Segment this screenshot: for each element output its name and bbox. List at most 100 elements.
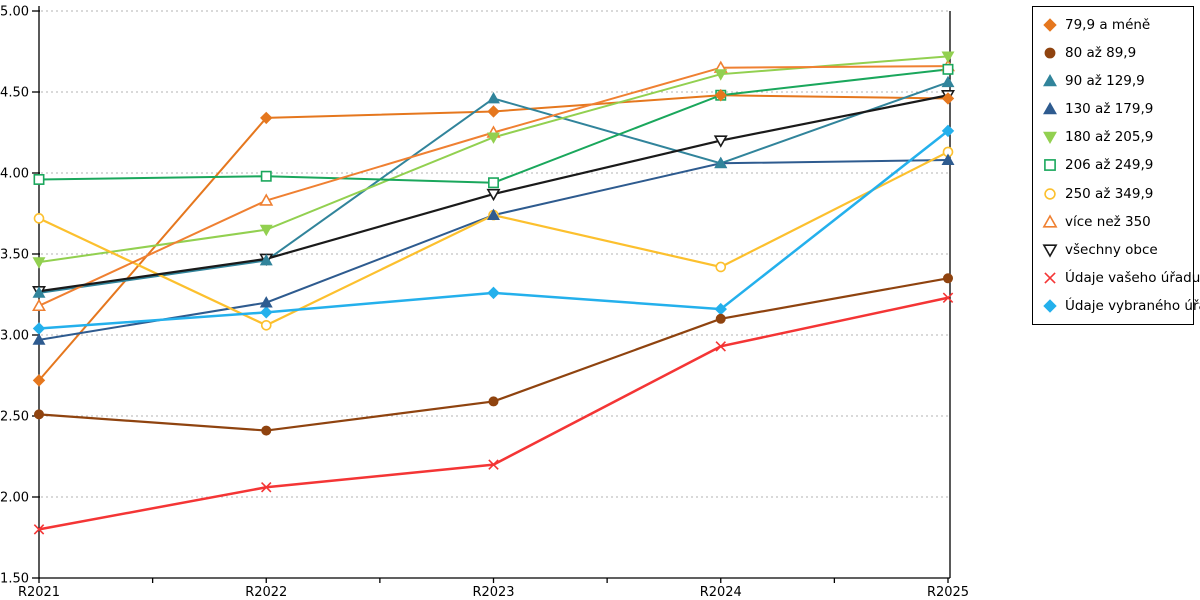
- series-marker: [32, 374, 46, 387]
- x-axis-label: R2022: [245, 585, 287, 600]
- series-marker: [487, 105, 500, 118]
- series-marker: [33, 524, 45, 535]
- legend-item: všechny obce: [1042, 239, 1193, 261]
- series-marker: [259, 224, 273, 237]
- legend-item-label: všechny obce: [1065, 241, 1158, 258]
- series-marker: [487, 91, 500, 104]
- series-marker: [33, 409, 45, 420]
- series-marker: [1042, 244, 1058, 258]
- triangle-down-marker-icon: [1043, 132, 1057, 145]
- x-marker-icon: [1044, 272, 1056, 284]
- series-marker: [941, 92, 955, 105]
- series-marker: [33, 174, 45, 185]
- series-marker: [713, 135, 728, 148]
- legend-item-label: 79,9 a méně: [1065, 17, 1151, 34]
- legend-item-label: více než 350: [1065, 213, 1151, 230]
- series-line: [38, 55, 949, 264]
- legend-item: 250 až 349,9: [1042, 183, 1193, 205]
- y-axis-label: 1.50: [0, 572, 29, 587]
- triangle-up-marker-icon: [1043, 74, 1057, 87]
- series-marker: [260, 306, 273, 319]
- series-marker: [715, 341, 726, 352]
- y-axis-label: 2.00: [0, 491, 29, 506]
- series-marker: [941, 124, 955, 138]
- legend-item: 80 až 89,9: [1042, 42, 1193, 64]
- series-marker: [32, 333, 46, 345]
- series-marker: [260, 170, 272, 182]
- series-marker: [487, 208, 500, 221]
- series-marker: [32, 298, 46, 312]
- diamond-marker-icon: [1043, 18, 1057, 32]
- legend-item-label: Údaje vašeho úřadu: [1065, 269, 1200, 286]
- x-axis-label: R2021: [18, 585, 60, 600]
- legend-item: 79,9 a méně: [1042, 14, 1193, 36]
- series-marker: [715, 313, 726, 324]
- series-marker: [715, 261, 727, 273]
- legend-item-label: 250 až 349,9: [1065, 185, 1154, 202]
- x-axis-label: R2025: [927, 585, 969, 600]
- y-axis-label: 4.00: [0, 167, 29, 182]
- y-axis-label: 4.50: [0, 86, 29, 101]
- series-line: [38, 277, 949, 432]
- series-marker: [714, 156, 728, 169]
- series-marker: [941, 51, 955, 63]
- legend-item: více než 350: [1042, 211, 1193, 233]
- square-marker-icon: [1044, 159, 1056, 172]
- series-marker: [259, 296, 273, 308]
- legend-item: Údaje vybraného úřadu: [1042, 295, 1200, 317]
- legend-item-label: 80 až 89,9: [1065, 45, 1137, 62]
- triangle-up-marker-icon: [1043, 102, 1057, 115]
- legend: 79,9 a méně 80 až 89,9 90 až 129,9 130 až 1…: [1032, 6, 1200, 325]
- legend-item: Údaje vašeho úřadu: [1042, 267, 1200, 289]
- series-marker: [942, 273, 954, 284]
- series-marker: [1043, 299, 1057, 313]
- x-axis-label: R2024: [700, 585, 742, 600]
- series-marker: [714, 69, 728, 81]
- series-marker: [941, 153, 955, 165]
- series-markers: [32, 51, 955, 535]
- circle-marker-icon: [1044, 47, 1056, 59]
- series-marker: [487, 132, 500, 144]
- legend-item: 130 až 179,9: [1042, 98, 1193, 120]
- y-axis-label: 2.50: [0, 410, 29, 425]
- legend-item-label: 90 až 129,9: [1065, 73, 1145, 90]
- legend-item-label: 206 až 249,9: [1065, 157, 1154, 174]
- series-marker: [488, 177, 499, 189]
- series-marker: [32, 286, 46, 298]
- circle-marker-icon: [1044, 187, 1056, 200]
- series-marker: [261, 425, 272, 436]
- series-marker: [1043, 102, 1057, 115]
- series-marker: [1044, 47, 1056, 59]
- series-marker: [942, 292, 954, 303]
- series-marker: [33, 213, 45, 224]
- series-line: [38, 296, 949, 531]
- gridlines: [41, 10, 950, 498]
- series-marker: [1043, 18, 1057, 32]
- y-axis-label: 5.00: [0, 5, 29, 20]
- series-marker: [260, 319, 272, 331]
- legend-item: 180 až 205,9: [1042, 126, 1193, 148]
- series-marker: [261, 482, 272, 493]
- series-marker: [1043, 132, 1057, 145]
- series-marker: [488, 459, 499, 470]
- series-marker: [486, 188, 501, 202]
- series-marker: [1044, 159, 1056, 172]
- x-axis-label: R2023: [472, 585, 514, 600]
- series-marker: [487, 286, 500, 300]
- diamond-marker-icon: [1043, 299, 1057, 313]
- y-axis-label: 3.50: [0, 248, 29, 263]
- series-marker: [260, 111, 273, 125]
- series-marker: [942, 63, 954, 75]
- series-marker: [32, 322, 46, 335]
- legend-item-label: Údaje vybraného úřadu: [1065, 297, 1200, 314]
- series-marker: [1044, 272, 1056, 284]
- series-marker: [259, 193, 274, 206]
- series-marker: [1042, 213, 1058, 228]
- series-marker: [32, 257, 46, 269]
- series-marker: [1044, 187, 1056, 200]
- series-marker: [941, 75, 955, 88]
- legend-item: 206 až 249,9: [1042, 154, 1193, 176]
